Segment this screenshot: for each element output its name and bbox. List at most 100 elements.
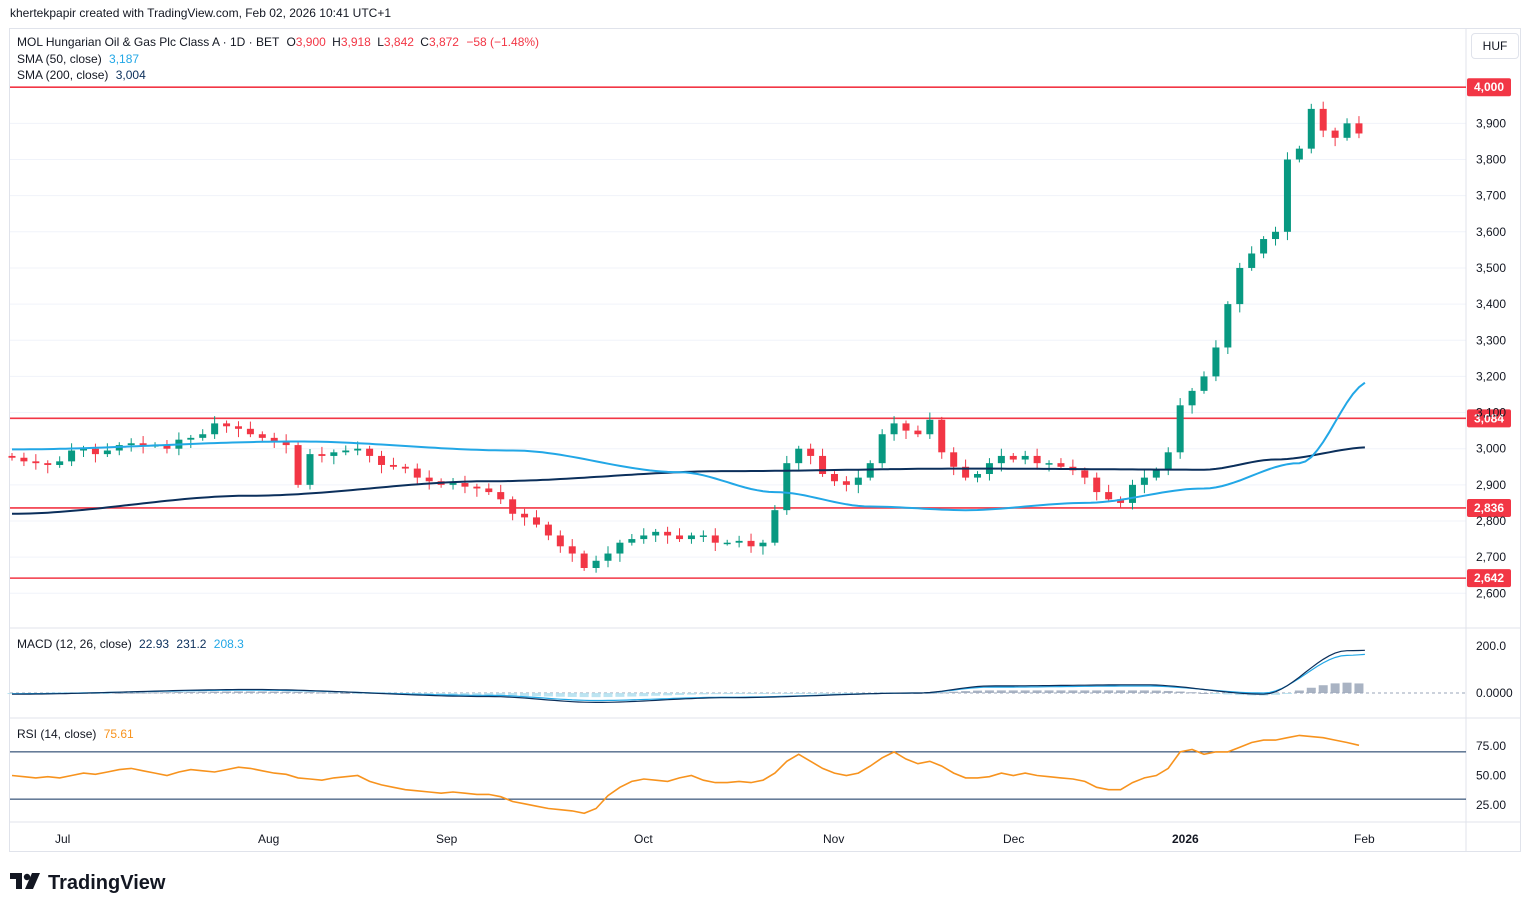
macd-signal-line bbox=[12, 653, 1365, 702]
macd-histogram-bar bbox=[174, 692, 184, 694]
candle-body bbox=[771, 510, 779, 543]
macd-histogram-bar bbox=[126, 692, 136, 694]
macd-histogram-bar bbox=[484, 693, 494, 696]
macd-histogram-bar bbox=[651, 693, 661, 696]
candle-body bbox=[223, 423, 231, 427]
candle-body bbox=[568, 546, 576, 554]
candle-body bbox=[747, 540, 755, 547]
price-tick-label: 3,600 bbox=[1476, 225, 1506, 239]
tradingview-logo: TradingView bbox=[10, 872, 165, 895]
candle-body bbox=[461, 483, 469, 487]
candle-body bbox=[389, 464, 397, 467]
candle-body bbox=[199, 434, 207, 438]
macd-histogram-bar bbox=[579, 693, 589, 698]
macd-histogram-bar bbox=[758, 693, 768, 694]
macd-histogram-bar bbox=[829, 693, 839, 694]
sma200-legend[interactable]: SMA (200, close) 3,004 bbox=[17, 68, 146, 82]
candle-body bbox=[890, 423, 898, 435]
macd-histogram-bar bbox=[1139, 690, 1149, 693]
moving-averages bbox=[11, 381, 1366, 515]
candle-body bbox=[783, 463, 791, 511]
level-badge bbox=[1467, 498, 1511, 517]
macd-histogram-bar bbox=[448, 693, 458, 696]
candle-body bbox=[401, 466, 409, 469]
candle-body bbox=[354, 448, 362, 451]
candle-body bbox=[1176, 405, 1184, 453]
macd-histogram-bar bbox=[1056, 690, 1066, 693]
candle-body bbox=[497, 492, 505, 500]
rsi-legend[interactable]: RSI (14, close) 75.61 bbox=[17, 727, 134, 741]
candle-body bbox=[163, 445, 171, 449]
candle-body bbox=[413, 468, 421, 478]
macd-histogram-bar bbox=[1151, 690, 1161, 693]
price-tick-label: 2,700 bbox=[1476, 550, 1506, 564]
candle-body bbox=[1164, 452, 1172, 471]
level-label: 2,642 bbox=[1474, 571, 1504, 585]
candle-body bbox=[1260, 239, 1268, 254]
level-label: 3,084 bbox=[1474, 411, 1504, 425]
macd-histogram-bar bbox=[746, 693, 756, 694]
candle-body bbox=[1283, 159, 1291, 232]
macd-histogram-bar bbox=[627, 693, 637, 697]
macd-histogram-bar bbox=[663, 693, 673, 696]
candle-body bbox=[664, 531, 672, 536]
macd-histogram-bar bbox=[269, 691, 279, 693]
sma200-label: SMA (200, close) bbox=[17, 68, 109, 82]
macd-histogram-bar bbox=[1223, 693, 1233, 695]
grid-lines bbox=[10, 122, 1466, 594]
macd-histogram-bar bbox=[794, 693, 804, 694]
macd-histogram-bar bbox=[460, 693, 470, 696]
price-tick-label: 3,500 bbox=[1476, 261, 1506, 275]
candle-body bbox=[1248, 253, 1256, 268]
candle-body bbox=[640, 535, 648, 540]
price-tick-label: 3,900 bbox=[1476, 116, 1506, 130]
low-label: L bbox=[377, 35, 384, 49]
macd-histogram-bar bbox=[1199, 693, 1209, 694]
candle-body bbox=[1093, 477, 1101, 493]
macd-line bbox=[12, 649, 1365, 704]
macd-histogram-bar bbox=[1127, 690, 1137, 693]
candle-body bbox=[699, 535, 707, 537]
price-axis: 2,600 2,700 2,800 2,900 3,000 3,100 3,200 3,300… bbox=[1476, 116, 1513, 812]
time-tick-label: Aug bbox=[258, 832, 279, 846]
currency-button[interactable]: HUF bbox=[1471, 33, 1519, 59]
macd-histogram-bar bbox=[1116, 690, 1126, 693]
candle-body bbox=[127, 443, 135, 446]
close-value: 3,872 bbox=[428, 35, 459, 49]
sma50-legend[interactable]: SMA (50, close) 3,187 bbox=[17, 52, 139, 66]
candle-body bbox=[294, 445, 302, 485]
macd-histogram-bar bbox=[305, 692, 315, 694]
macd-histogram-bar bbox=[102, 693, 112, 694]
macd-histogram-bar bbox=[1044, 690, 1054, 693]
symbol-legend[interactable]: MOL Hungarian Oil & Gas Plc Class A · 1D… bbox=[17, 35, 539, 49]
candle-body bbox=[1212, 347, 1220, 377]
price-tick-label: 3,700 bbox=[1476, 189, 1506, 203]
low-value: 3,842 bbox=[383, 35, 414, 49]
macd-histogram-bar bbox=[114, 692, 124, 694]
macd-histogram-bar bbox=[961, 691, 971, 693]
sma50-value: 3,187 bbox=[109, 52, 140, 66]
macd-pane bbox=[7, 649, 1466, 704]
macd-histogram-bar bbox=[1342, 682, 1352, 693]
candle-body bbox=[378, 455, 386, 465]
time-tick-label: Nov bbox=[823, 832, 844, 846]
macd-legend[interactable]: MACD (12, 26, close) 22.93 231.2 208.3 bbox=[17, 637, 244, 651]
time-tick-label: Dec bbox=[1003, 832, 1024, 846]
macd-histogram-bar bbox=[1104, 690, 1114, 693]
macd-histogram-bar bbox=[186, 691, 196, 693]
candle-body bbox=[604, 553, 612, 561]
macd-histogram-bar bbox=[1175, 691, 1185, 693]
macd-histogram-bar bbox=[1163, 690, 1173, 693]
candle-body bbox=[687, 535, 695, 540]
candle-body bbox=[1021, 455, 1029, 460]
logo-text: TradingView bbox=[48, 872, 166, 894]
chart-frame bbox=[9, 28, 1521, 852]
candle-body bbox=[473, 486, 481, 489]
price-tick-label: 2,600 bbox=[1476, 586, 1506, 600]
candle-body bbox=[1188, 390, 1196, 406]
macd-histogram-bar bbox=[1294, 690, 1304, 693]
candle-body bbox=[425, 477, 433, 482]
macd-histogram-bar bbox=[639, 693, 649, 697]
candle-body bbox=[342, 450, 350, 453]
